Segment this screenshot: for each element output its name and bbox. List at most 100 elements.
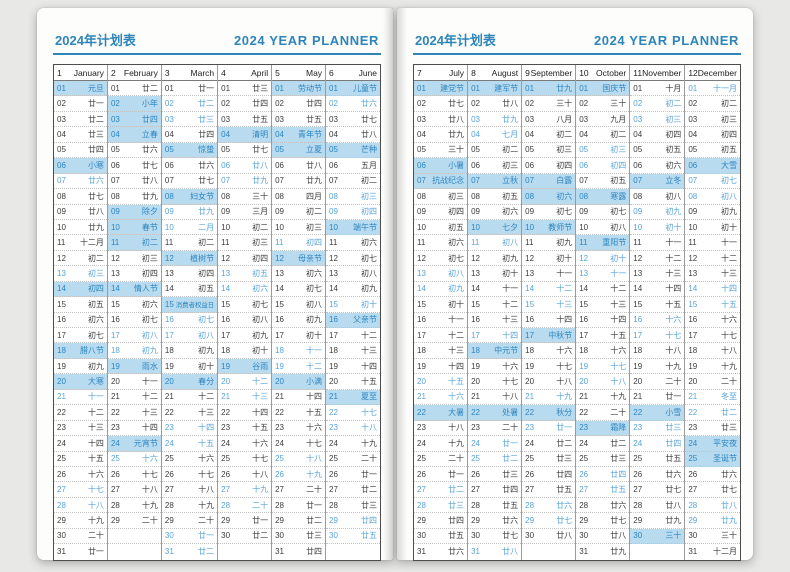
day-cell: 25 十六 (161, 452, 218, 467)
day-number: 31 (579, 547, 589, 557)
day-cell: 18 初九 (161, 343, 218, 359)
day-number: 24 (471, 438, 480, 448)
day-label: 十六 (665, 315, 682, 325)
day-cell: 21 十四 (272, 390, 326, 406)
day-cell: 14 十四 (685, 282, 740, 298)
day-label: 三十 (252, 191, 269, 201)
day-cell: 12 初九 (468, 251, 522, 267)
day-number: 18 (221, 346, 231, 356)
day-cell: 27 廿二 (326, 482, 380, 498)
day-number: 07 (417, 176, 426, 186)
day-label: 八月 (556, 114, 573, 124)
day-label: 廿五 (556, 485, 573, 495)
day-cell: 09 廿八 (54, 205, 107, 220)
day-number: 06 (57, 160, 66, 170)
day-number: 04 (471, 130, 480, 140)
day-cell: 12 初二 (54, 251, 107, 267)
day-number: 11 (417, 238, 426, 248)
day-cell: 03 初三 (685, 112, 740, 128)
day-label: 廿六 (141, 145, 158, 155)
day-label: 初二 (665, 99, 682, 109)
day-cell: 02 廿七 (414, 96, 468, 112)
day-label: 十九 (306, 469, 323, 479)
day-label: 十九 (361, 438, 377, 448)
day-number: 27 (221, 485, 231, 495)
planner-table-jan-jun: 1 January 01 元旦 02 廿一 03 廿二 04 廿三 05 廿四 06 小寒 07 廿六 08 廿七… (53, 64, 381, 561)
day-number: 17 (633, 330, 643, 340)
day-cell: 06 大雪 (685, 158, 740, 174)
day-number: 19 (633, 361, 643, 371)
day-cell: 04 七月 (468, 127, 522, 143)
day-cell: 08 初三 (414, 189, 468, 205)
day-label: 廿八 (556, 531, 573, 541)
day-cell: 03 廿四 (107, 111, 161, 128)
day-label: 十六 (198, 454, 215, 464)
day-number: 23 (688, 423, 698, 433)
day-cell: 30 廿八 (522, 529, 576, 545)
day-label: 初八 (610, 222, 627, 232)
day-number: 15 (417, 299, 426, 309)
day-number: 29 (579, 515, 589, 525)
month-header: 9 September (522, 65, 576, 81)
day-label: 元宵节 (133, 438, 158, 448)
day-number: 20 (110, 377, 120, 387)
day-label: 廿四 (198, 130, 215, 140)
day-cell: 11 十一 (630, 235, 685, 251)
day-cell: 04 清明 (218, 127, 272, 143)
day-label: 三十 (610, 99, 627, 109)
day-cell: 06 初三 (468, 158, 522, 174)
day-label: 十八 (306, 454, 323, 464)
month-number: 1 (57, 67, 62, 78)
day-number: 19 (164, 361, 174, 371)
day-number: 18 (110, 346, 120, 356)
day-number: 17 (579, 330, 589, 340)
day-label: 教师节 (548, 222, 573, 232)
day-label: 十七 (502, 377, 519, 387)
day-label: 劳动节 (298, 83, 323, 93)
day-cell: 01 廿三 (218, 81, 272, 97)
day-label: 初二 (198, 238, 215, 248)
month-header: 5 May (272, 65, 326, 81)
day-cell: 01 国庆节 (576, 81, 630, 97)
day-number: 25 (688, 454, 698, 464)
day-number: 17 (275, 330, 284, 340)
day-cell: 27 廿七 (630, 482, 685, 498)
month-header: 4 April (218, 65, 272, 81)
day-cell: 12 十二 (685, 251, 740, 267)
day-label: 初六 (252, 284, 269, 294)
day-label: 立冬 (665, 176, 682, 186)
day-number: 12 (164, 253, 174, 263)
day-label: 初三 (306, 222, 323, 232)
day-number: 08 (275, 191, 284, 201)
month-number: 3 (164, 67, 170, 78)
day-cell: 13 初五 (218, 266, 272, 282)
day-number: 30 (221, 531, 231, 541)
day-label: 初三 (252, 238, 269, 248)
day-number: 11 (329, 238, 338, 248)
day-number: 22 (275, 407, 284, 417)
day-label: 廿五 (252, 114, 269, 124)
day-label: 初九 (252, 330, 269, 340)
day-number: 27 (688, 485, 698, 495)
day-label: 重阳节 (602, 238, 627, 248)
day-number: 21 (579, 392, 589, 402)
day-label: 初四 (721, 130, 737, 140)
day-cell: 08 廿七 (54, 189, 107, 205)
day-number: 29 (164, 515, 174, 525)
day-number: 03 (221, 114, 231, 124)
day-label: 廿七 (556, 515, 573, 525)
month-number: 5 (275, 67, 280, 78)
day-number: 01 (57, 83, 66, 93)
day-label: 初六 (665, 160, 682, 170)
day-number: 22 (110, 407, 120, 417)
day-number: 20 (688, 377, 698, 387)
day-cell: 12 初三 (107, 251, 161, 267)
day-label: 初二 (87, 253, 104, 263)
day-cell: 04 青年节 (272, 127, 326, 143)
day-cell: 30 三十 (685, 529, 740, 545)
day-number: 08 (688, 191, 698, 201)
day-label: 十九 (448, 438, 465, 448)
day-cell: 28 廿三 (414, 498, 468, 514)
day-label: 二月 (198, 222, 215, 232)
day-label: 雨水 (141, 361, 158, 371)
